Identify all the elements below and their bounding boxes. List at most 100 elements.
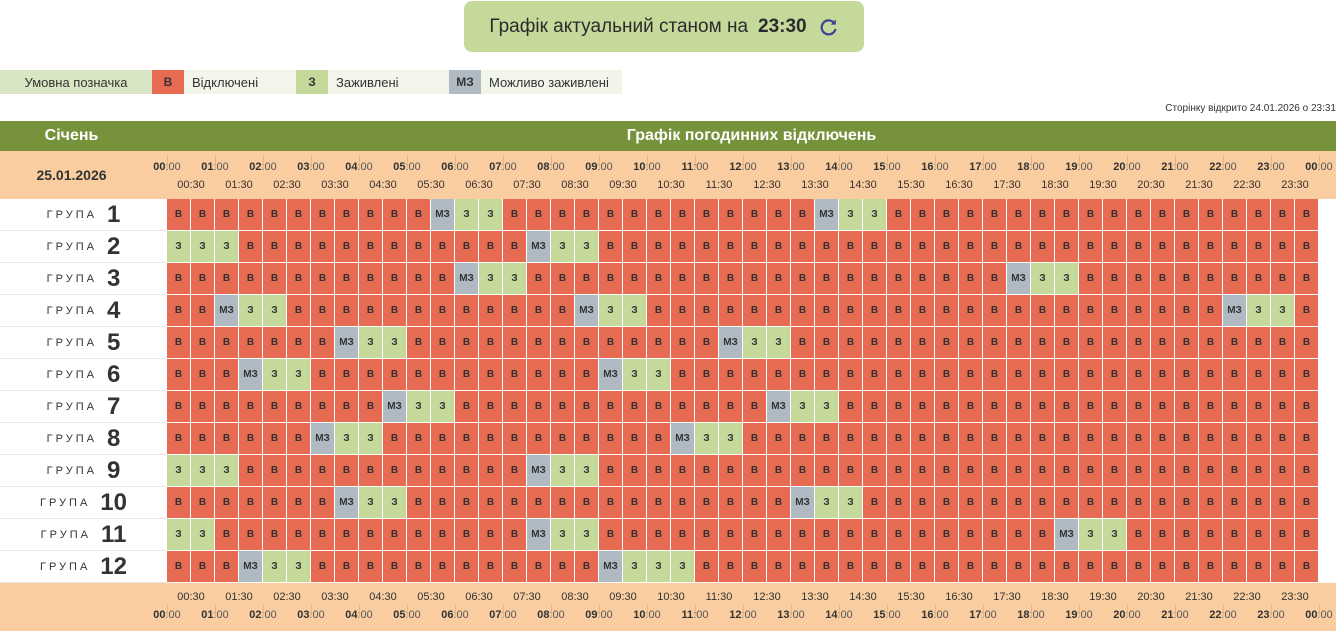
axis-tick <box>839 155 840 168</box>
axis-tick <box>599 605 600 618</box>
group-word: ГРУПА <box>46 400 97 413</box>
schedule-cell: В <box>1271 391 1295 423</box>
group-number: 12 <box>100 552 127 580</box>
schedule-cell: В <box>239 487 263 519</box>
schedule-cell: З <box>215 455 239 487</box>
hour-label: 05:00 <box>393 609 421 621</box>
group-word: ГРУПА <box>46 464 97 477</box>
schedule-cell: В <box>239 199 263 231</box>
half-hour-label: 07:30 <box>513 179 541 191</box>
schedule-cell: В <box>479 551 503 583</box>
schedule-cell: В <box>287 391 311 423</box>
schedule-cell: В <box>623 487 647 519</box>
schedule-cell: В <box>407 199 431 231</box>
schedule-cell: В <box>551 391 575 423</box>
schedule-cell: З <box>407 391 431 423</box>
schedule-cell: В <box>1079 295 1103 327</box>
half-hour-label: 06:30 <box>465 591 493 603</box>
schedule-cell: В <box>1175 455 1199 487</box>
schedule-cell: В <box>455 551 479 583</box>
schedule-cell: В <box>551 359 575 391</box>
schedule-cell: В <box>359 551 383 583</box>
schedule-cell: В <box>1175 391 1199 423</box>
half-hour-label: 15:30 <box>897 591 925 603</box>
schedule-cell: В <box>983 327 1007 359</box>
schedule-cell: В <box>983 199 1007 231</box>
refresh-icon[interactable] <box>819 17 839 37</box>
schedule-cell: В <box>1151 519 1175 551</box>
schedule-cell: В <box>1031 231 1055 263</box>
hour-label: 20:00 <box>1113 161 1141 173</box>
schedule-header: Січень Графік погодинних відключень <box>0 121 1336 151</box>
schedule-cell: З <box>623 295 647 327</box>
axis-tick <box>1271 605 1272 618</box>
group-number: 6 <box>106 360 121 388</box>
schedule-cell: В <box>959 551 983 583</box>
schedule-cell: В <box>431 551 455 583</box>
schedule-cell: В <box>1247 231 1271 263</box>
schedule-cell: В <box>1127 295 1151 327</box>
schedule-cell: МЗ <box>431 199 455 231</box>
schedule-cell: В <box>623 519 647 551</box>
schedule-cell: В <box>455 327 479 359</box>
schedule-cell: В <box>815 359 839 391</box>
schedule-cell: В <box>287 455 311 487</box>
schedule-cell: В <box>1151 551 1175 583</box>
schedule-cell: В <box>1031 519 1055 551</box>
schedule-cell: В <box>383 519 407 551</box>
schedule-cell: В <box>791 423 815 455</box>
axis-tick <box>1223 605 1224 618</box>
schedule-cell: В <box>767 519 791 551</box>
axis-tick <box>167 155 168 168</box>
group-row: ГРУПА 3 В В В В В В В В В В В В МЗ З З В В В В В В В В В В В В В В В В В В… <box>0 263 1336 295</box>
schedule-cell: В <box>311 391 335 423</box>
schedule-cell: З <box>647 551 671 583</box>
half-hour-label: 21:30 <box>1185 591 1213 603</box>
hour-label: 00:00 <box>1305 161 1333 173</box>
half-hour-label: 18:30 <box>1041 591 1069 603</box>
schedule-cell: В <box>167 295 191 327</box>
schedule-date: 25.01.2026 <box>36 167 107 183</box>
schedule-cell: З <box>383 327 407 359</box>
half-hour-label: 13:30 <box>801 591 829 603</box>
schedule-cell: В <box>1127 423 1151 455</box>
schedule-cell: В <box>1007 455 1031 487</box>
schedule-cell: В <box>575 391 599 423</box>
schedule-cell: В <box>671 455 695 487</box>
axis-tick <box>1079 605 1080 618</box>
schedule-cell: В <box>479 295 503 327</box>
axis-tick <box>1127 605 1128 618</box>
schedule-cell: В <box>1031 455 1055 487</box>
schedule-cell: З <box>431 391 455 423</box>
schedule-cell: В <box>743 487 767 519</box>
schedule-cell: В <box>1271 551 1295 583</box>
schedule-cell: З <box>1055 263 1079 295</box>
schedule-cell: В <box>1199 391 1223 423</box>
hour-label: 02:00 <box>249 161 277 173</box>
schedule-cell: В <box>383 359 407 391</box>
schedule-title: Графік погодинних відключень <box>626 127 877 144</box>
schedule-cell: В <box>1127 199 1151 231</box>
schedule-cell: В <box>359 231 383 263</box>
group-word: ГРУПА <box>46 208 97 221</box>
schedule-cell: В <box>1151 199 1175 231</box>
schedule-cell: В <box>767 455 791 487</box>
schedule-cell: В <box>575 263 599 295</box>
schedule-cell: В <box>1295 455 1319 487</box>
axis-tick <box>1127 155 1128 168</box>
hour-label: 03:00 <box>297 161 325 173</box>
schedule-cell: В <box>935 487 959 519</box>
schedule-cell: В <box>1127 327 1151 359</box>
schedule-cell: В <box>1199 295 1223 327</box>
schedule-cell: В <box>935 295 959 327</box>
schedule-cell: В <box>839 423 863 455</box>
schedule-cell: В <box>1079 359 1103 391</box>
half-hour-label: 08:30 <box>561 179 589 191</box>
schedule-cell: В <box>263 391 287 423</box>
schedule-cell: З <box>551 519 575 551</box>
schedule-cell: В <box>599 391 623 423</box>
schedule-cell: З <box>575 455 599 487</box>
hour-label: 22:00 <box>1209 609 1237 621</box>
schedule-cell: В <box>1247 391 1271 423</box>
schedule-cell: В <box>263 327 287 359</box>
